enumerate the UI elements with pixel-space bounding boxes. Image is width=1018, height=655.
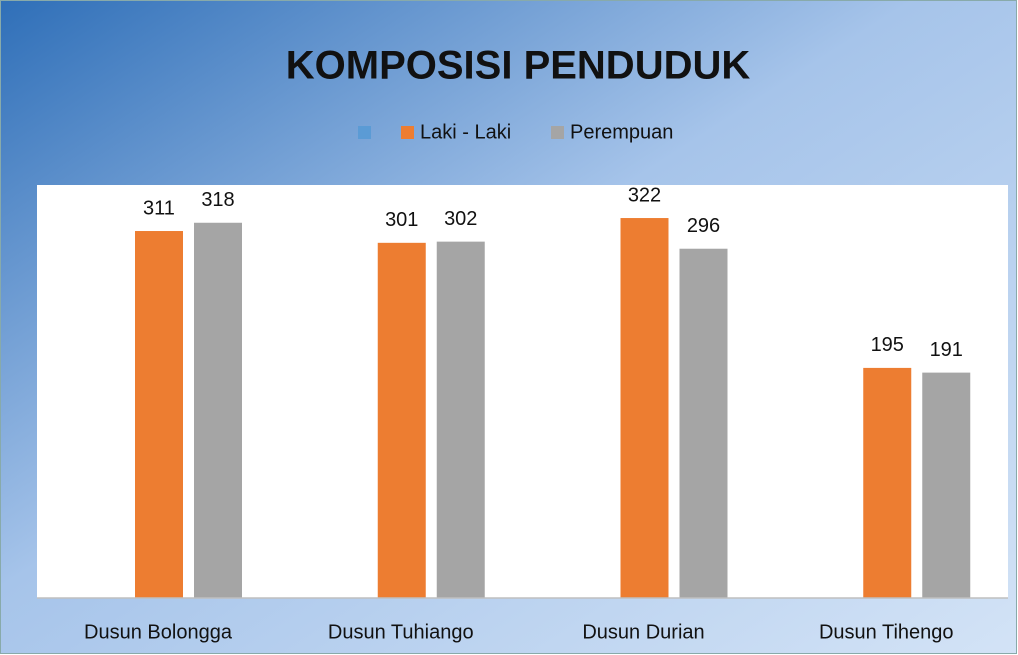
bar	[377, 242, 426, 598]
legend-label: Laki - Laki	[420, 121, 511, 143]
bar	[863, 367, 912, 598]
legend-swatch	[551, 126, 564, 139]
x-tick-label: Dusun Bolongga	[84, 621, 233, 643]
data-label: 318	[201, 189, 234, 211]
x-tick-label: Dusun Tuhiango	[328, 621, 474, 643]
x-tick-label: Dusun Durian	[582, 621, 704, 643]
x-tick-label: Dusun Tihengo	[819, 621, 954, 643]
bar	[679, 248, 728, 598]
bar	[135, 231, 183, 598]
legend-swatch	[358, 126, 371, 139]
data-label: 195	[871, 334, 904, 356]
bar	[194, 222, 242, 598]
legend-label: Perempuan	[570, 121, 673, 143]
legend-swatch	[401, 126, 414, 139]
data-label: 191	[930, 339, 963, 361]
data-label: 302	[444, 208, 477, 230]
chart-title: KOMPOSISI PENDUDUK	[286, 44, 751, 88]
data-label: 322	[628, 184, 661, 206]
bar	[620, 218, 669, 599]
bar	[436, 241, 485, 598]
bar	[922, 372, 971, 598]
data-label: 296	[687, 215, 720, 237]
data-label: 311	[143, 197, 175, 219]
data-label: 301	[385, 209, 418, 231]
